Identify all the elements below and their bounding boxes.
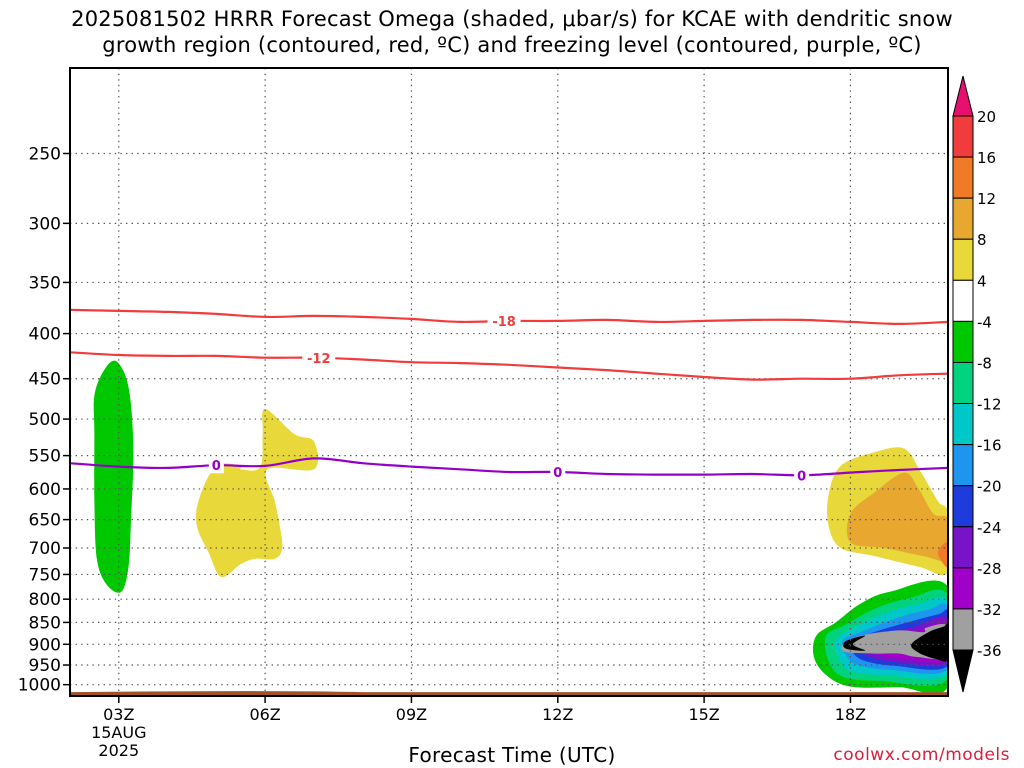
x-tick-extra-0: 15AUG bbox=[91, 723, 146, 742]
colorbar-arrow-top bbox=[952, 75, 974, 117]
x-tick-label-09Z: 09Z bbox=[396, 705, 427, 724]
colorbar-label-4: 4 bbox=[977, 272, 987, 290]
x-tick-label-12Z: 12Z bbox=[542, 705, 573, 724]
y-tick-label-700: 700 bbox=[29, 539, 61, 559]
contour-line-1 bbox=[70, 351, 948, 381]
omega-region-4 bbox=[937, 541, 948, 568]
colorbar-label-13: -36 bbox=[977, 642, 1002, 660]
colorbar-box-7 bbox=[952, 403, 974, 446]
contour-label-bg-1-0 bbox=[302, 349, 336, 366]
title-line-1: 2025081502 HRRR Forecast Omega (shaded, … bbox=[71, 7, 953, 31]
x-tick-label-15Z: 15Z bbox=[688, 705, 719, 724]
colorbar-label-0: 20 bbox=[977, 108, 996, 126]
colorbar-box-12 bbox=[952, 608, 974, 651]
omega-shading bbox=[93, 360, 948, 695]
contour-label-2-0: 0 bbox=[212, 459, 221, 474]
colorbar-box-2 bbox=[952, 197, 974, 240]
y-tick-label-850: 850 bbox=[29, 613, 61, 633]
colorbar-label-1: 16 bbox=[977, 149, 996, 167]
x-tick-label-03Z: 03Z bbox=[103, 705, 134, 724]
colorbar-label-5: -4 bbox=[977, 313, 992, 331]
colorbar-box-10 bbox=[952, 526, 974, 569]
x-tick-extra-1: 2025 bbox=[98, 741, 139, 760]
contour-label-0-0: -18 bbox=[492, 315, 516, 330]
x-tick-label-06Z: 06Z bbox=[249, 705, 280, 724]
colorbar-box-8 bbox=[952, 444, 974, 487]
y-tick-label-600: 600 bbox=[29, 480, 61, 500]
colorbar-box-5 bbox=[952, 320, 974, 363]
contour-label-bg-2-2 bbox=[794, 467, 810, 484]
y-tick-label-1000: 1000 bbox=[18, 676, 61, 696]
contours: -18 -12 0 0 0 bbox=[70, 308, 948, 484]
colorbar-label-3: 8 bbox=[977, 231, 987, 249]
omega-region-0 bbox=[93, 360, 134, 593]
omega-region-3 bbox=[846, 472, 948, 562]
grid bbox=[70, 68, 948, 696]
y-tick-label-250: 250 bbox=[29, 144, 61, 164]
omega-region-1 bbox=[196, 409, 319, 578]
colorbar-label-9: -20 bbox=[977, 478, 1002, 496]
colorbar-label-11: -28 bbox=[977, 560, 1002, 578]
colorbar-box-6 bbox=[952, 361, 974, 405]
y-tick-label-550: 550 bbox=[29, 447, 61, 467]
plot-frame bbox=[69, 67, 949, 697]
colorbar-label-8: -16 bbox=[977, 437, 1002, 455]
colorbar: 20 16 12 8 4 -4 -8 -12 -16 -20 -24 -28 -32 -36 bbox=[952, 75, 1002, 693]
axes: 2503003504004505005506006507007508008509… bbox=[18, 67, 949, 760]
x-axis-label: Forecast Time (UTC) bbox=[408, 743, 616, 767]
colorbar-label-7: -12 bbox=[977, 396, 1002, 414]
contour-line-2 bbox=[70, 457, 948, 477]
colorbar-box-4 bbox=[952, 279, 974, 322]
colorbar-label-12: -32 bbox=[977, 601, 1002, 619]
x-tick-label-18Z: 18Z bbox=[835, 705, 866, 724]
colorbar-label-2: 12 bbox=[977, 190, 996, 208]
colorbar-box-11 bbox=[952, 567, 974, 610]
y-tick-label-950: 950 bbox=[29, 656, 61, 676]
chart-title: 2025081502 HRRR Forecast Omega (shaded, … bbox=[0, 6, 1024, 58]
contour-label-1-0: -12 bbox=[307, 352, 331, 367]
omega-region-13 bbox=[843, 635, 866, 651]
y-tick-label-900: 900 bbox=[29, 635, 61, 655]
source-credit: coolwx.com/models bbox=[833, 745, 1010, 765]
y-tick-label-800: 800 bbox=[29, 590, 61, 610]
colorbar-box-0 bbox=[952, 115, 974, 158]
terrain-fill bbox=[70, 691, 948, 696]
y-tick-label-450: 450 bbox=[29, 370, 61, 390]
contour-label-bg-2-0 bbox=[208, 457, 224, 474]
omega-region-14 bbox=[911, 623, 948, 662]
y-tick-label-300: 300 bbox=[29, 214, 61, 234]
y-tick-label-500: 500 bbox=[29, 410, 61, 430]
colorbar-box-9 bbox=[952, 485, 974, 528]
contour-label-bg-2-1 bbox=[550, 463, 566, 480]
colorbar-arrow-bottom bbox=[952, 649, 974, 693]
colorbar-label-6: -8 bbox=[977, 354, 992, 372]
contour-label-2-1: 0 bbox=[553, 466, 562, 481]
terrain bbox=[70, 691, 948, 696]
y-tick-label-750: 750 bbox=[29, 565, 61, 585]
y-tick-label-350: 350 bbox=[29, 273, 61, 293]
y-tick-label-650: 650 bbox=[29, 511, 61, 531]
colorbar-label-10: -24 bbox=[977, 519, 1002, 537]
contour-label-bg-0-0 bbox=[487, 313, 521, 330]
contour-label-2-2: 0 bbox=[797, 469, 806, 484]
colorbar-box-1 bbox=[952, 156, 974, 199]
y-tick-label-400: 400 bbox=[29, 325, 61, 345]
title-line-2: growth region (contoured, red, ºC) and f… bbox=[102, 33, 922, 57]
colorbar-box-3 bbox=[952, 238, 974, 281]
